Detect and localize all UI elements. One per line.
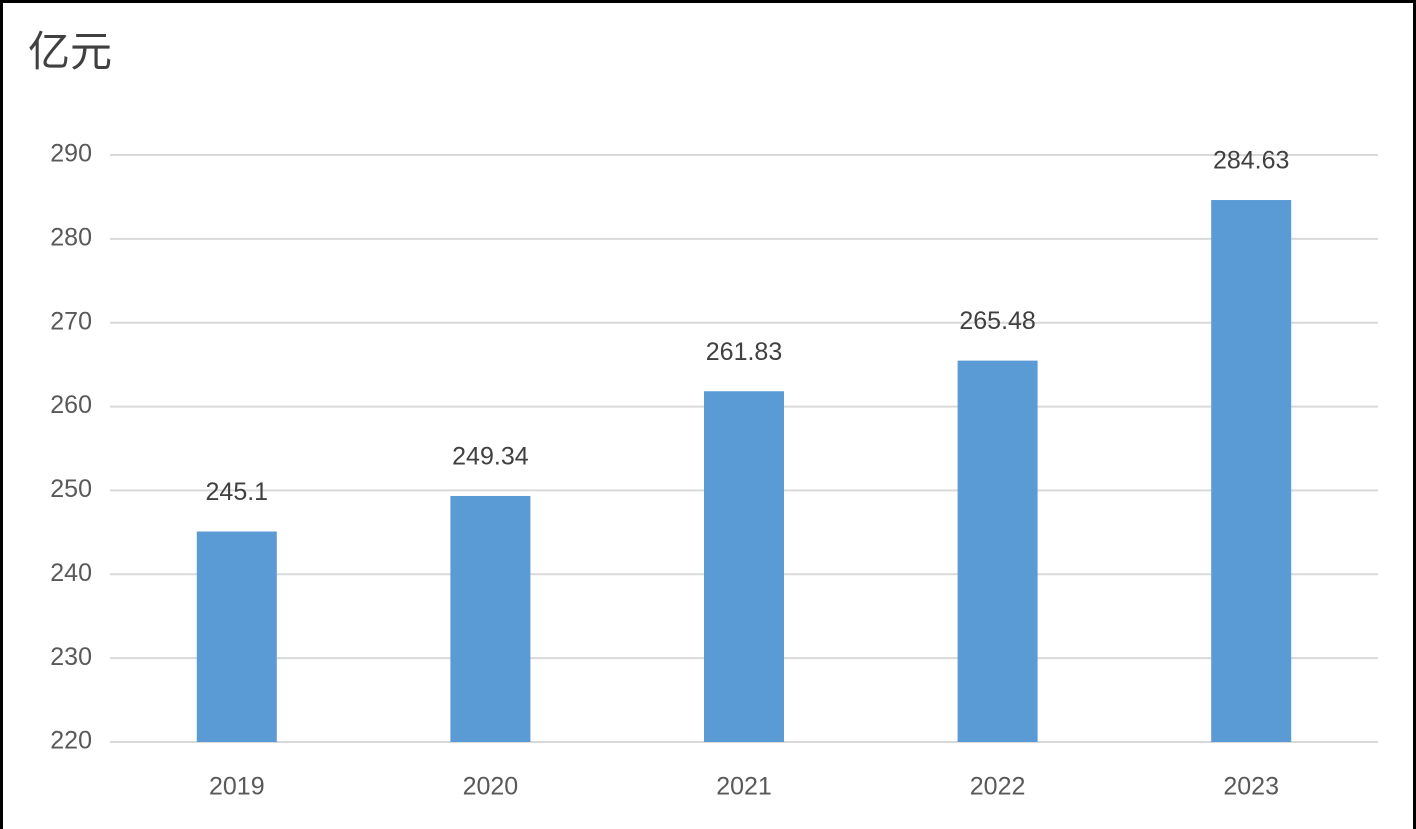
data-label: 284.63 [1213,147,1289,175]
data-label: 245.1 [206,478,269,506]
x-tick-label: 2020 [463,773,519,801]
bar [1211,200,1292,743]
y-tick-label: 220 [50,727,92,755]
data-label: 261.83 [706,338,782,366]
y-tick-label: 240 [50,559,92,587]
data-label: 265.48 [959,307,1035,335]
y-tick-label: 250 [50,475,92,503]
y-axis-unit: 亿元 [28,28,112,75]
y-tick-label: 260 [50,391,92,419]
x-tick-label: 2023 [1223,773,1279,801]
bar [957,360,1038,742]
y-tick-label: 230 [50,643,92,671]
bar [196,531,277,742]
data-label: 249.34 [452,443,529,471]
x-tick-label: 2022 [970,773,1026,801]
y-tick-label: 280 [50,223,92,251]
x-tick-label: 2019 [209,773,265,801]
x-tick-label: 2021 [716,773,772,801]
y-tick-label: 270 [50,307,92,335]
y-tick-label: 290 [50,140,92,168]
bar [450,495,531,742]
bar [704,391,784,742]
